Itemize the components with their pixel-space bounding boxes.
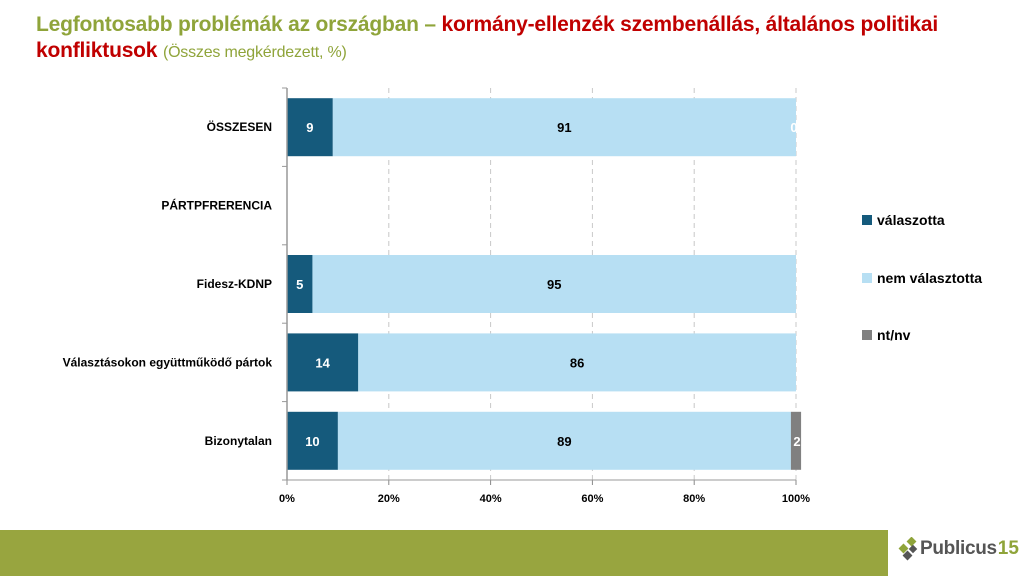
legend-item-nem-valasztotta: nem választotta <box>862 270 982 286</box>
logo-text: Publicus <box>920 538 997 559</box>
bar-segment <box>287 98 333 157</box>
category-label: ÖSSZESEN <box>207 119 272 134</box>
bar-segment <box>287 411 338 470</box>
x-tick-label: 60% <box>581 493 603 505</box>
diamond-cluster-icon <box>898 537 918 561</box>
data-label: 91 <box>557 120 571 135</box>
footer-bar <box>0 530 888 576</box>
bar-segment <box>287 255 313 313</box>
data-label: 86 <box>570 355 584 370</box>
publicus-logo: Publicus 15 <box>896 537 1019 561</box>
x-tick-label: 40% <box>480 493 502 505</box>
legend-label: nt/nv <box>877 327 911 343</box>
legend-swatch <box>862 273 872 283</box>
data-label: 0 <box>790 120 797 135</box>
legend-item-valaszotta: válaszotta <box>862 212 945 228</box>
legend-label: válaszotta <box>877 212 945 228</box>
bar-segment <box>358 333 796 392</box>
tick-labels: 0% 20% 40% 60% 80% 100% <box>279 493 810 505</box>
legend-swatch <box>862 330 872 340</box>
chart-title: Legfontosabb problémák az országban – ko… <box>36 12 996 66</box>
data-label: 2 <box>793 434 800 449</box>
x-tick-label: 0% <box>279 493 295 505</box>
category-label: Választásokon együttműködő pártok <box>63 355 273 369</box>
x-tick-label: 80% <box>683 493 705 505</box>
title-part-green: Legfontosabb problémák az országban – <box>36 13 442 36</box>
title-part-red: kormány-ellenzék szembenállás, általános… <box>36 13 939 62</box>
title-subtitle: (Összes megkérdezett, %) <box>162 44 347 61</box>
category-label: PÁRTPFRERENCIA <box>161 198 272 213</box>
data-label: 14 <box>315 355 330 370</box>
bars: 9 91 0 5 95 14 86 10 89 2 <box>287 98 802 470</box>
axes <box>282 87 797 485</box>
bar-segment <box>790 411 802 470</box>
data-label: 89 <box>557 434 571 449</box>
bar-segment <box>287 333 359 392</box>
category-label: Fidesz-KDNP <box>197 277 272 291</box>
data-label: 5 <box>296 277 303 292</box>
logo-number: 15 <box>997 538 1019 559</box>
bar-segment <box>312 255 796 313</box>
data-label: 10 <box>305 434 319 449</box>
bar-segment <box>337 411 791 470</box>
legend-swatch <box>862 215 872 225</box>
data-label: 9 <box>306 120 313 135</box>
legend-item-ntnv: nt/nv <box>862 327 910 343</box>
bar-chart: 9 91 0 5 95 14 86 10 89 2 ÖSSZESEN PÁRTPFRERENCIA F… <box>63 87 810 505</box>
category-labels: ÖSSZESEN PÁRTPFRERENCIA Fidesz-KDNP Választ… <box>63 119 273 448</box>
x-tick-label: 20% <box>378 493 400 505</box>
data-label: 95 <box>547 277 561 292</box>
legend-label: nem választotta <box>877 270 983 286</box>
category-label: Bizonytalan <box>205 434 272 448</box>
x-tick-label: 100% <box>782 493 810 505</box>
bar-segment <box>332 98 796 157</box>
